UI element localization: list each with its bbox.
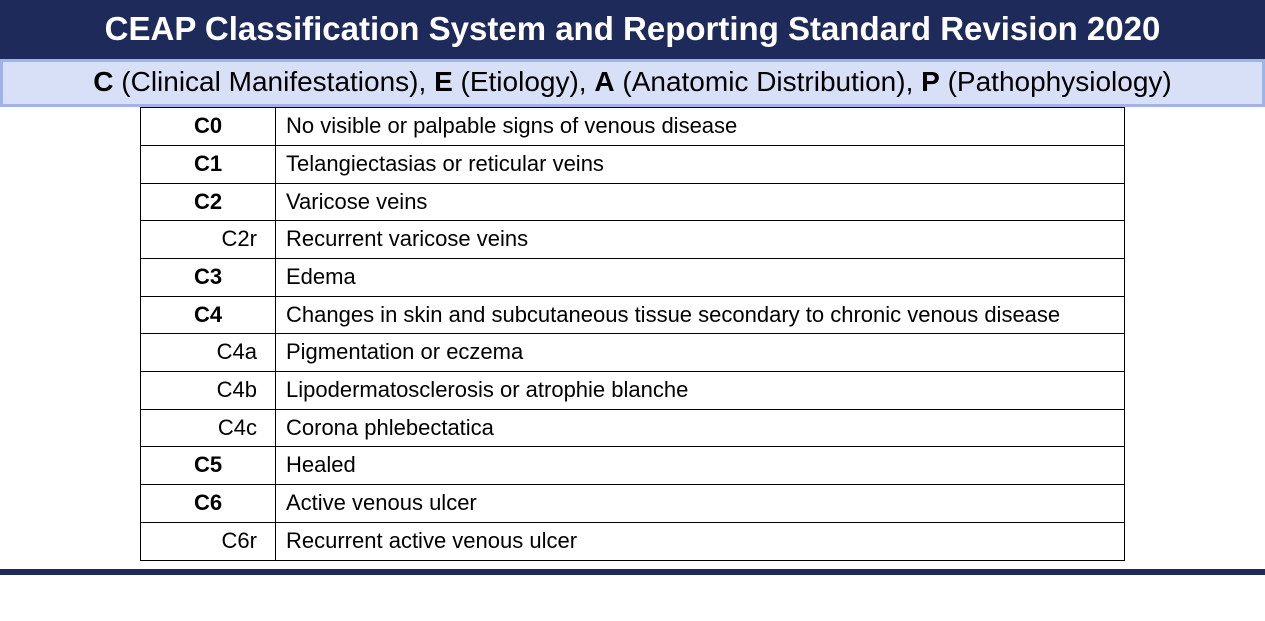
table-row: C5Healed xyxy=(141,447,1125,485)
classification-description: Active venous ulcer xyxy=(276,485,1125,523)
footer-bar xyxy=(0,569,1265,575)
classification-code: C2r xyxy=(141,221,276,259)
classification-code: C6r xyxy=(141,522,276,560)
classification-description: Corona phlebectatica xyxy=(276,409,1125,447)
classification-description: Recurrent active venous ulcer xyxy=(276,522,1125,560)
classification-description: Pigmentation or eczema xyxy=(276,334,1125,372)
table-row: C2rRecurrent varicose veins xyxy=(141,221,1125,259)
table-row: C6rRecurrent active venous ulcer xyxy=(141,522,1125,560)
table-row: C2Varicose veins xyxy=(141,183,1125,221)
table-row: C3Edema xyxy=(141,259,1125,297)
classification-code: C0 xyxy=(141,108,276,146)
table-row: C4aPigmentation or eczema xyxy=(141,334,1125,372)
table-row: C0No visible or palpable signs of venous… xyxy=(141,108,1125,146)
classification-code: C4a xyxy=(141,334,276,372)
subtitle-e-text: (Etiology), xyxy=(453,66,595,97)
classification-description: Recurrent varicose veins xyxy=(276,221,1125,259)
classification-description: Healed xyxy=(276,447,1125,485)
table-row: C4cCorona phlebectatica xyxy=(141,409,1125,447)
classification-description: No visible or palpable signs of venous d… xyxy=(276,108,1125,146)
subtitle-a-letter: A xyxy=(594,66,614,97)
classification-code: C2 xyxy=(141,183,276,221)
subtitle-p-text: (Pathophysiology) xyxy=(940,66,1172,97)
classification-description: Lipodermatosclerosis or atrophie blanche xyxy=(276,372,1125,410)
classification-code: C5 xyxy=(141,447,276,485)
page-title: CEAP Classification System and Reporting… xyxy=(105,10,1161,47)
classification-code: C4c xyxy=(141,409,276,447)
classification-description: Telangiectasias or reticular veins xyxy=(276,145,1125,183)
classification-code: C6 xyxy=(141,485,276,523)
subtitle-c-letter: C xyxy=(93,66,113,97)
classification-code: C3 xyxy=(141,259,276,297)
subtitle-p-letter: P xyxy=(921,66,940,97)
classification-code: C1 xyxy=(141,145,276,183)
classification-table: C0No visible or palpable signs of venous… xyxy=(140,107,1125,560)
classification-code: C4b xyxy=(141,372,276,410)
classification-tbody: C0No visible or palpable signs of venous… xyxy=(141,108,1125,560)
table-row: C4bLipodermatosclerosis or atrophie blan… xyxy=(141,372,1125,410)
classification-code: C4 xyxy=(141,296,276,334)
subtitle-a-text: (Anatomic Distribution), xyxy=(615,66,922,97)
table-row: C1Telangiectasias or reticular veins xyxy=(141,145,1125,183)
table-row: C6Active venous ulcer xyxy=(141,485,1125,523)
classification-description: Varicose veins xyxy=(276,183,1125,221)
subtitle-e-letter: E xyxy=(434,66,453,97)
classification-description: Changes in skin and subcutaneous tissue … xyxy=(276,296,1125,334)
subtitle-bar: C (Clinical Manifestations), E (Etiology… xyxy=(0,59,1265,107)
table-row: C4Changes in skin and subcutaneous tissu… xyxy=(141,296,1125,334)
header-bar: CEAP Classification System and Reporting… xyxy=(0,0,1265,59)
classification-table-wrap: C0No visible or palpable signs of venous… xyxy=(0,107,1265,568)
classification-description: Edema xyxy=(276,259,1125,297)
subtitle-c-text: (Clinical Manifestations), xyxy=(114,66,435,97)
